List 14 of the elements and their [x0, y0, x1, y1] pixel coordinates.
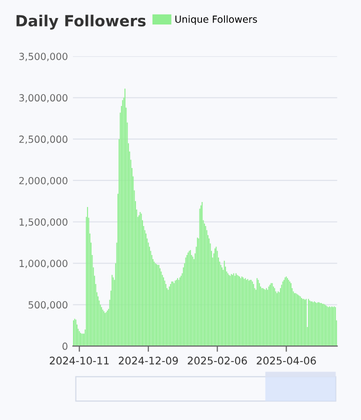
- x-tick-label: 2025-02-06: [188, 356, 247, 365]
- y-tick-label: 3,000,000: [19, 94, 68, 103]
- y-tick-label: 1,500,000: [20, 218, 68, 227]
- y-tick-label: 2,500,000: [19, 136, 68, 144]
- y-tick-label: 500,000: [28, 301, 68, 310]
- x-tick-label: 2024-10-11: [50, 356, 109, 365]
- y-tick-label: 3,500,000: [19, 52, 68, 62]
- chart-title: Daily Followers: [16, 14, 146, 30]
- x-tick-label: 2025-04-06: [256, 356, 316, 365]
- y-tick-label: 0: [62, 342, 68, 350]
- y-tick-label: 1,000,000: [20, 260, 68, 268]
- y-tick-label: 2,000,000: [19, 176, 68, 186]
- x-tick-label: 2024-12-09: [118, 356, 178, 365]
- legend-label: Unique Followers: [175, 15, 257, 25]
